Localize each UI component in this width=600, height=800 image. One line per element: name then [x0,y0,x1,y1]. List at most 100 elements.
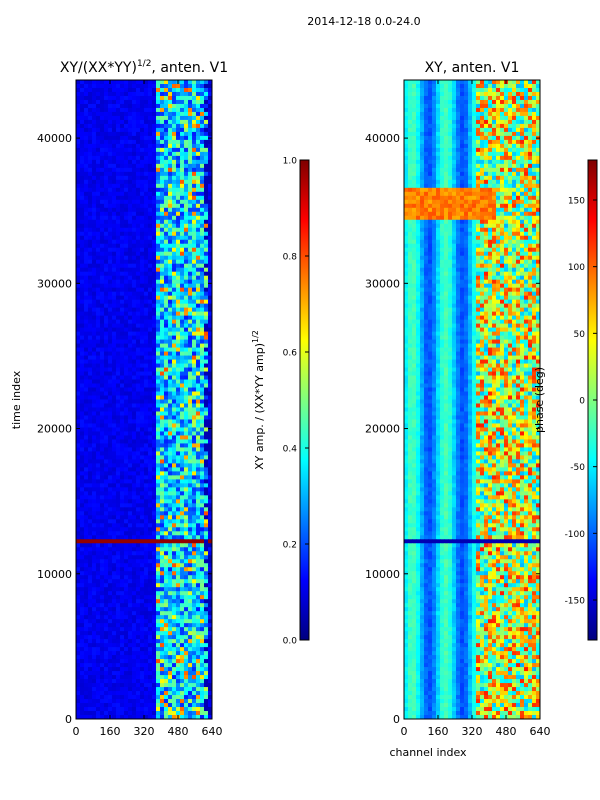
heat-cell [100,367,105,373]
heat-cell [124,143,129,149]
heat-cell [132,399,137,404]
heat-cell [84,463,89,468]
heat-cell [172,255,177,261]
heat-cell [96,399,101,404]
heat-cell [152,555,157,560]
heat-cell [164,95,169,101]
heat-cell [128,287,133,293]
heat-cell [100,267,105,273]
heat-cell [200,271,205,277]
heat-cell [140,319,145,325]
heat-cell [196,359,201,365]
heat-cell [188,419,193,424]
heat-cell [136,239,141,245]
heat-cell [164,419,169,424]
heat-cell [96,499,101,504]
heat-cell [148,639,153,644]
heat-cell [176,151,181,157]
heat-cell [172,535,177,540]
heat-cell [140,475,145,480]
heat-cell [116,407,121,412]
heat-cell [128,171,133,177]
heat-cell [124,183,129,189]
heat-cell [132,231,137,237]
heat-cell [168,583,173,588]
heat-cell [160,607,165,612]
heat-cell [164,583,169,588]
heat-cell [200,635,205,640]
heat-cell [208,155,213,161]
heat-cell [208,327,213,333]
heat-cell [144,539,149,544]
heat-cell [108,91,113,97]
heat-cell [84,591,89,596]
heat-cell [160,487,165,492]
heat-cell [156,483,161,488]
heat-cell [184,279,189,285]
heat-cell [200,463,205,468]
heat-cell [172,499,177,504]
heat-cell [148,471,153,476]
heat-cell [96,639,101,644]
heat-cell [76,139,81,145]
heat-cell [156,567,161,572]
heat-cell [200,183,205,189]
heat-cell [112,235,117,241]
heat-cell [100,647,105,652]
heat-cell [80,587,85,592]
heat-cell [188,275,193,281]
heat-cell [100,487,105,492]
heat-cell [92,323,97,329]
heat-cell [196,431,201,436]
heat-cell [128,275,133,281]
heat-cell [144,343,149,349]
heat-cell [124,423,129,428]
heat-cell [136,139,141,145]
heat-cell [120,535,125,540]
heat-cell [176,543,181,548]
heat-cell [116,83,121,89]
heat-cell [176,163,181,169]
heat-cell [204,383,209,389]
heat-cell [84,119,89,125]
heat-cell [100,447,105,452]
heat-cell [76,479,81,484]
heat-cell [136,607,141,612]
heat-cell [148,95,153,101]
heat-cell [188,299,193,305]
heat-cell [176,443,181,448]
heat-cell [204,639,209,644]
heat-cell [136,99,141,105]
heat-cell [100,387,105,393]
heat-cell [196,135,201,141]
heat-cell [92,251,97,257]
heat-cell [180,235,185,241]
heat-cell [180,635,185,640]
heat-cell [156,507,161,512]
heat-cell [116,575,121,580]
heat-cell [116,607,121,612]
heat-cell [148,175,153,181]
heat-cell [140,603,145,608]
heat-cell [208,623,213,628]
heat-cell [156,427,161,432]
heat-cell [100,287,105,293]
heat-cell [88,523,93,528]
heat-cell [76,543,81,548]
heat-cell [108,283,113,289]
heat-cell [168,163,173,169]
heat-cell [116,139,121,145]
heat-cell [100,179,105,185]
heat-cell [80,403,85,408]
heat-cell [180,335,185,341]
heat-cell [208,231,213,237]
heat-cell [92,351,97,357]
heat-cell [84,155,89,161]
heat-cell [116,451,121,456]
heat-cell [164,239,169,245]
heat-cell [184,131,189,137]
heat-cell [156,115,161,121]
heat-cell [164,391,169,396]
heat-cell [196,435,201,440]
heat-cell [84,291,89,297]
